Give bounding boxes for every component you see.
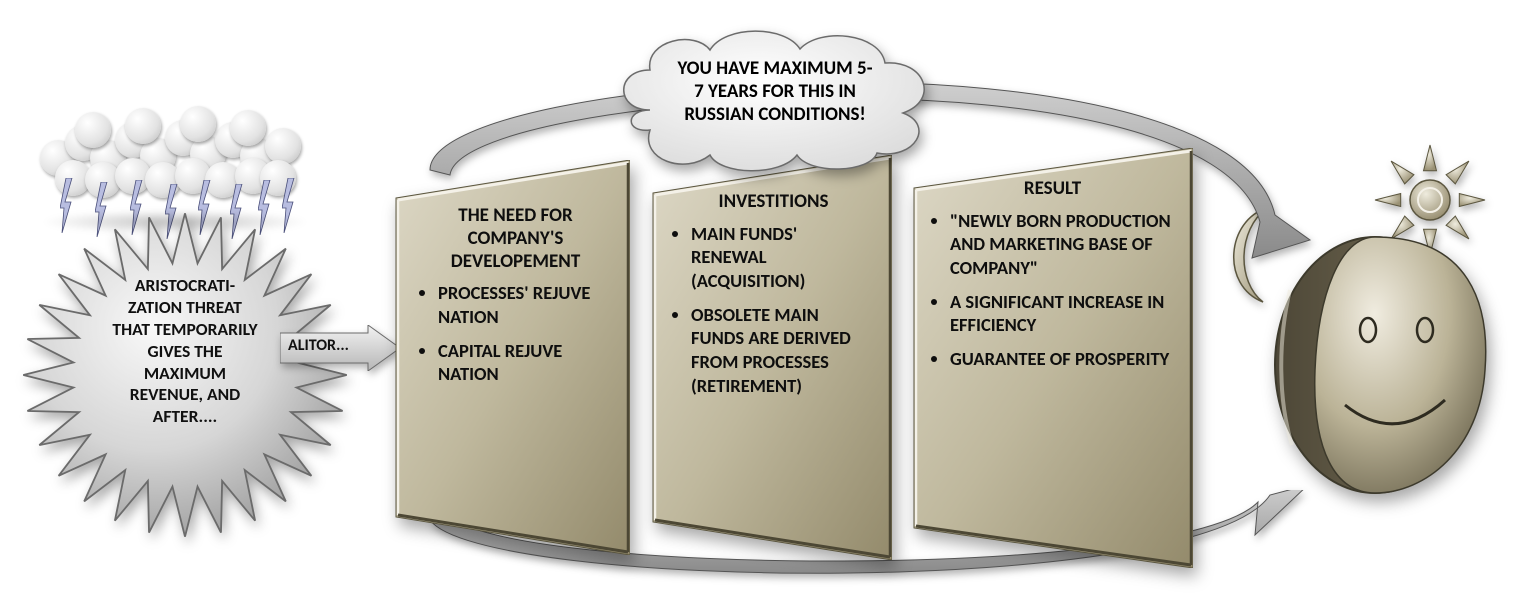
list-item: PROCESSES' REJUVE NATION — [438, 281, 613, 328]
panel-invest-title: INVESTITIONS — [671, 191, 876, 214]
list-item: MAIN FUNDS' RENEWAL (ACQUISITION) — [691, 222, 876, 293]
panel-need: THE NEED FOR COMPANY'S DEVELOPEMENT PROC… — [380, 160, 630, 555]
list-item: GUARANTEE OF PROSPERITY — [950, 347, 1175, 371]
panel-need-bullets: PROCESSES' REJUVE NATION CAPITAL REJUVE … — [418, 281, 613, 386]
panel-invest-bullets: MAIN FUNDS' RENEWAL (ACQUISITION) OBSOLE… — [671, 222, 876, 398]
panel-result-bullets: "NEWLY BORN PRODUCTION AND MARKETING BAS… — [930, 209, 1175, 371]
list-item: "NEWLY BORN PRODUCTION AND MARKETING BAS… — [950, 209, 1175, 280]
list-item: CAPITAL REJUVE NATION — [438, 339, 613, 386]
panel-result-title: RESULT — [930, 178, 1175, 201]
panel-result: RESULT "NEWLY BORN PRODUCTION AND MARKET… — [898, 148, 1193, 568]
starburst-text: ARISTOCRATI-ZATION THREATTHAT TEMPORARIL… — [80, 275, 290, 428]
alitor-label: ALITOR... — [288, 336, 378, 355]
diagram-canvas: ARISTOCRATI-ZATION THREATTHAT TEMPORARIL… — [0, 0, 1523, 595]
panel-need-title: THE NEED FOR COMPANY'S DEVELOPEMENT — [418, 205, 613, 273]
list-item: OBSOLETE MAIN FUNDS ARE DERIVED FROM PRO… — [691, 303, 876, 398]
list-item: A SIGNIFICANT INCREASE IN EFFICIENCY — [950, 290, 1175, 337]
cloud-text: YOU HAVE MAXIMUM 5-7 YEARS FOR THIS INRU… — [640, 58, 910, 126]
storm-cloud-icon — [30, 100, 320, 220]
panel-invest: INVESTITIONS MAIN FUNDS' RENEWAL (ACQUIS… — [637, 155, 892, 560]
smiley-face-icon — [1260, 220, 1490, 500]
